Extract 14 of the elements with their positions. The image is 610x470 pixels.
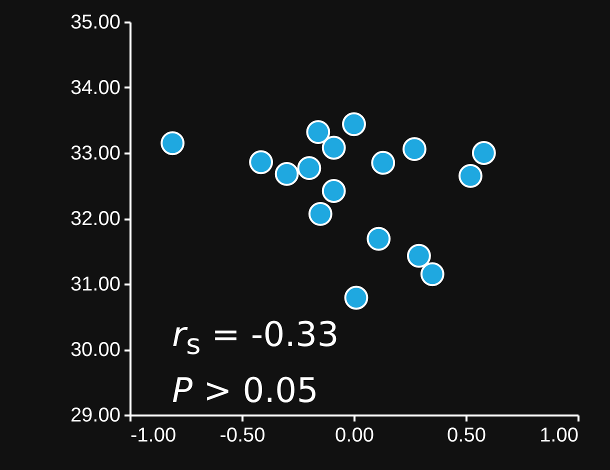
x-tick-label: 1.00 (540, 424, 578, 446)
annotation: P > 0.05 (172, 370, 320, 413)
y-tick-label: 30.00 (70, 339, 120, 361)
y-tick-label: 29.00 (70, 404, 120, 426)
x-tick-label: -0.50 (220, 424, 266, 446)
x-tick-label: -1.00 (130, 424, 176, 446)
y-tick-label: 35.00 (70, 12, 120, 34)
annotation: r$_{s}$ = -0.33 (172, 314, 339, 363)
x-tick-label: 0.00 (335, 424, 374, 446)
x-tick-label: 0.50 (447, 424, 486, 446)
y-tick-label: 33.00 (70, 142, 120, 164)
y-tick-label: 34.00 (70, 77, 120, 99)
y-tick-label: 31.00 (70, 274, 120, 296)
y-tick-label: 32.00 (70, 208, 120, 230)
